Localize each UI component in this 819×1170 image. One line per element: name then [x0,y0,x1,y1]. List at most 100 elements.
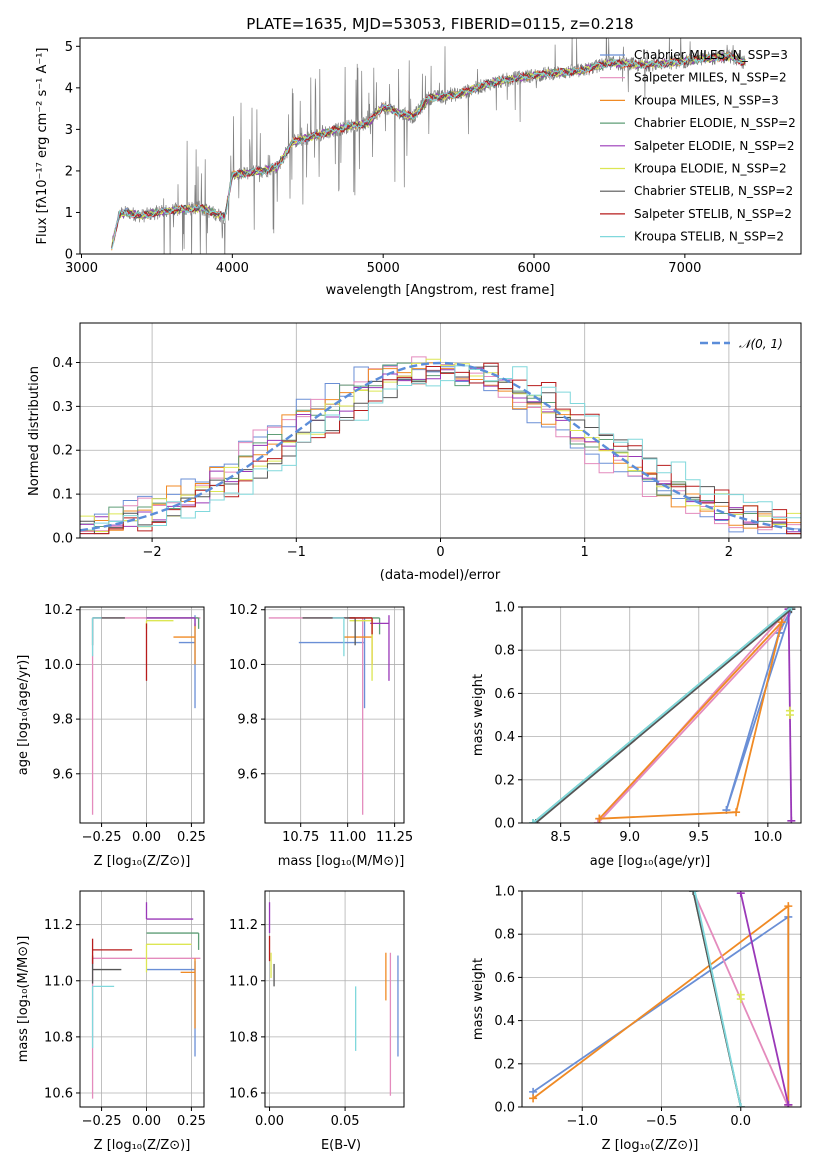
y-tick-label: 0.1 [52,488,73,503]
residual-histogram [80,362,801,538]
weight-vs-metallicity-ylabel: mass weight [471,958,486,1040]
x-tick-label: 0.25 [177,830,206,845]
x-tick-label: 11.25 [376,830,413,845]
x-tick-label: 10.0 [753,830,782,845]
y-tick-label: 11.0 [229,974,258,989]
y-tick-label: 10.6 [229,1086,258,1101]
age-vs-mass-panel: 10.75 11.00 11.25 9.6 9.8 10.0 10.2 mass [log₁… [229,603,413,869]
x-tick-label: 0.00 [132,830,161,845]
y-tick-label: 10.8 [44,1030,73,1045]
x-tick-label: 10.75 [282,830,319,845]
mass-vs-metallicity-frame [79,890,205,1108]
y-tick-label: 5 [65,40,73,55]
y-tick-label: 10.2 [44,603,73,618]
residuals-ylabel: Normed distribution [27,366,42,496]
age-vs-metallicity-ylabel: age [log₁₀(age/yr)] [16,655,31,776]
mass-weight-point [689,891,698,895]
y-tick-label: 0.2 [52,444,73,459]
legend-entry: Kroupa STELIB, N_SSP=2 [634,230,784,244]
normal-distribution-curve [80,361,801,532]
legend-entry: Kroupa MILES, N_SSP=3 [634,93,779,107]
model-spectrum-line [111,53,746,247]
y-tick-label: 9.8 [237,713,258,728]
x-tick-label: 4000 [216,261,249,276]
mass-weight-point [787,816,796,823]
y-tick-label: 0.3 [52,400,73,415]
y-tick-label: 11.0 [44,974,73,989]
x-tick-label: −0.5 [646,1114,678,1129]
x-tick-label: 9.5 [688,830,709,845]
y-tick-label: 10.2 [229,603,258,618]
x-tick-label: 5000 [367,261,400,276]
y-tick-label: 1.0 [494,601,515,616]
residual-histogram [80,358,801,538]
mass-weight-line [535,608,792,823]
mass-weight-line [598,618,784,820]
mass-weight-point [784,902,793,911]
y-tick-label: 0.2 [494,1057,515,1072]
legend-entry: Kroupa ELODIE, N_SSP=2 [634,162,787,176]
x-tick-label: −0.25 [82,1114,122,1129]
y-tick-label: 10.6 [44,1086,73,1101]
mass-weight-point [690,891,699,895]
y-tick-label: 0 [65,248,73,263]
weight-vs-age-ylabel: mass weight [471,674,486,756]
y-tick-label: 11.2 [229,918,258,933]
mass-weight-point [736,891,745,898]
age-vs-mass-frame [264,606,405,824]
x-tick-label: 1 [581,545,589,560]
spectrum-title: PLATE=1635, MJD=53053, FIBERID=0115, z=0… [246,15,633,33]
y-tick-label: 4 [65,81,73,96]
y-tick-label: 11.2 [44,918,73,933]
mass-weight-point [529,1094,538,1103]
y-tick-label: 2 [65,164,73,179]
mass-weight-line [725,608,793,811]
legend-entry: Chabrier ELODIE, N_SSP=2 [634,116,796,130]
x-tick-label: 0.05 [331,1114,360,1129]
y-tick-label: 9.6 [52,767,73,782]
mass-weight-line [693,891,742,1107]
spectrum-panel: 3000 4000 5000 6000 7000 0 1 2 3 4 5 Chabrier MILE… [35,15,802,298]
y-tick-label: 1.0 [494,885,515,900]
legend-entry: Chabrier MILES, N_SSP=3 [634,48,788,62]
y-tick-label: 0.0 [494,817,515,832]
mass-weight-point [777,618,786,627]
y-tick-label: 9.8 [52,713,73,728]
y-tick-label: 10.0 [229,658,258,673]
y-tick-label: 0.2 [494,773,515,788]
y-tick-label: 1 [65,206,73,221]
mass-vs-metallicity-panel: −0.25 0.00 0.25 10.6 10.8 11.0 11.2 Z [log₁₀(Z… [16,890,206,1153]
y-tick-label: 9.6 [237,767,258,782]
age-vs-metallicity-xlabel: Z [log₁₀(Z/Z⊙)] [94,854,191,869]
mass-vs-metallicity-xlabel: Z [log₁₀(Z/Z⊙)] [94,1138,191,1153]
residual-histogram [80,365,801,538]
mass-weight-point [595,814,604,823]
mass-weight-point [785,706,794,715]
legend-entry: Salpeter MILES, N_SSP=2 [634,71,787,85]
mass-weight-point [529,819,538,823]
x-tick-label: 0.00 [132,1114,161,1129]
x-tick-label: −2 [143,545,162,560]
weight-vs-metallicity-xlabel: Z [log₁₀(Z/Z⊙)] [602,1138,699,1153]
mass-weight-line [739,893,790,1105]
y-tick-label: 0.0 [494,1101,515,1116]
mass-vs-extinction-xlabel: E(B-V) [321,1138,361,1153]
spectrum-xlabel: wavelength [Angstrom, rest frame] [326,283,555,298]
y-tick-label: 0.4 [52,356,73,371]
legend-entry: Salpeter ELODIE, N_SSP=2 [634,139,795,153]
y-tick-label: 0.0 [52,532,73,547]
y-tick-label: 0.4 [494,1014,515,1029]
age-vs-metallicity-frame [79,606,205,824]
spectrum-frame [79,37,802,255]
legend-entry: Chabrier STELIB, N_SSP=2 [634,184,793,198]
x-tick-label: 8.5 [550,830,571,845]
weight-vs-age-frame [521,606,802,824]
x-tick-label: −0.25 [82,830,122,845]
mass-weight-point [736,1103,745,1107]
mass-weight-point [784,1100,793,1107]
residuals-panel: −2 −1 0 1 2 0.0 0.1 0.2 0.3 0.4 𝒩(0, 1) (data-mod… [27,322,802,583]
age-vs-metallicity-panel: −0.25 0.00 0.25 9.6 9.8 10.0 10.2 Z [log₁₀(Z/Z… [16,603,206,869]
y-tick-label: 10.0 [44,658,73,673]
x-tick-label: 3000 [65,261,98,276]
